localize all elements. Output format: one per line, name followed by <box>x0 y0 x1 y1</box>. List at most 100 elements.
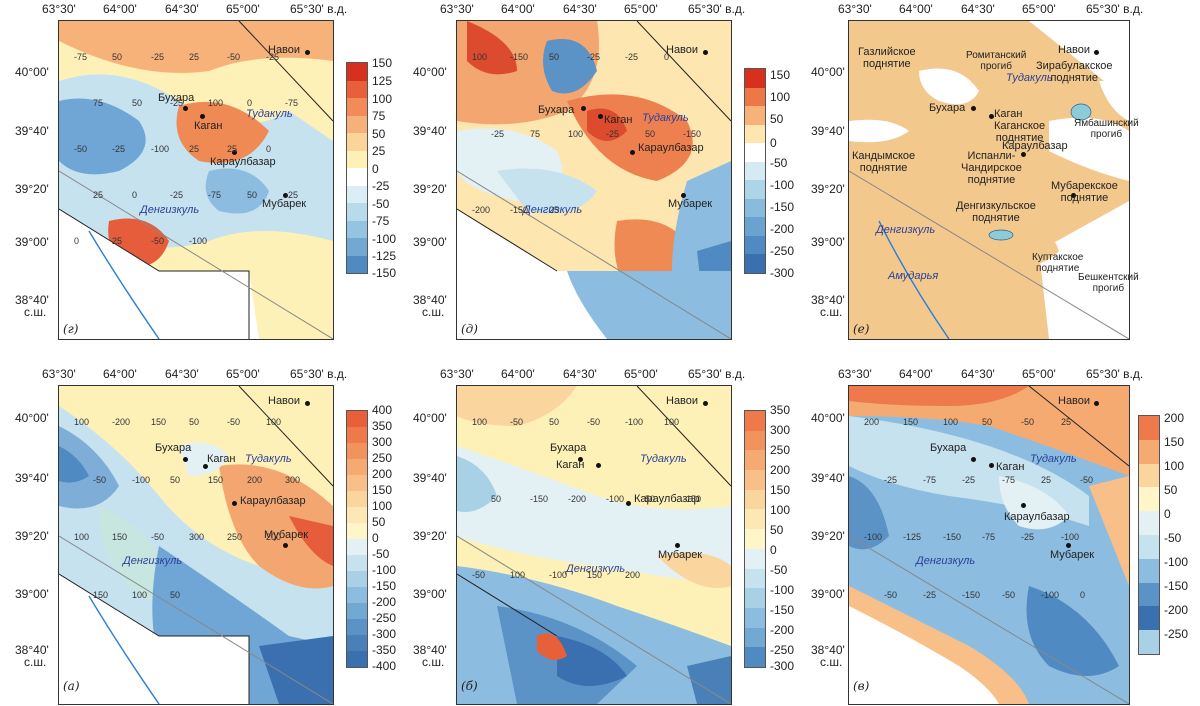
map-frame <box>848 20 1130 340</box>
city-dot <box>703 50 708 55</box>
colorbar-tick: 50 <box>770 112 784 126</box>
lat-label: 38°40' <box>413 643 447 657</box>
colorbar <box>744 410 766 668</box>
lat-suffix: с.ш. <box>422 655 445 669</box>
city-dot <box>578 457 583 462</box>
city-dot <box>283 543 288 548</box>
city-navoi-label: Навои <box>1058 395 1091 407</box>
lon-label: 64°30' <box>961 367 995 381</box>
lake-dengizkul-label: Денгизкуль <box>140 204 200 216</box>
lat-suffix: с.ш. <box>24 305 47 319</box>
colorbar-tick: 50 <box>372 127 386 141</box>
colorbar-tick: 0 <box>372 162 379 176</box>
city-dot <box>596 463 601 468</box>
lon-label: 64°30' <box>563 2 597 16</box>
panel-letter: (в) <box>853 679 870 693</box>
city-dot <box>1021 152 1026 157</box>
city-dot <box>1094 50 1099 55</box>
colorbar-tick: -50 <box>770 156 788 170</box>
city-dot <box>183 106 188 111</box>
colorbar-tick: 350 <box>372 419 393 433</box>
panel-letter: (г) <box>63 322 79 336</box>
colorbar-tick: 100 <box>770 503 791 517</box>
lon-label: 64°00' <box>501 2 535 16</box>
colorbar-tick: -100 <box>770 178 795 192</box>
colorbar-tick: -50 <box>372 547 390 561</box>
colorbar-tick: -300 <box>372 627 397 641</box>
lat-suffix: с.ш. <box>24 655 47 669</box>
lon-label: 64°30' <box>961 2 995 16</box>
colorbar <box>346 62 368 274</box>
colorbar-tick: -350 <box>372 643 397 657</box>
lake-dengizkul-label: Денгизкуль <box>876 224 936 236</box>
colorbar-tick: -200 <box>372 595 397 609</box>
city-kagan-label: Каган <box>994 108 1023 120</box>
lat-label: 39°00' <box>811 235 845 249</box>
lake-tudakul-label: Тудакуль <box>246 108 293 120</box>
city-dot <box>1021 503 1026 508</box>
colorbar-tick: 25 <box>372 144 386 158</box>
lon-label: 65°00' <box>226 367 260 381</box>
structure-zirabulak: Зирабулакское поднятие <box>1036 60 1113 84</box>
city-karaulbazar-label: Караулбазар <box>1002 140 1068 152</box>
colorbar-tick: 200 <box>1164 411 1185 425</box>
colorbar <box>744 68 766 274</box>
city-mubarek-label: Мубарек <box>668 198 713 210</box>
lat-label: 39°00' <box>413 235 447 249</box>
colorbar-tick: -250 <box>770 643 795 657</box>
city-kagan-label: Каган <box>604 114 633 126</box>
colorbar-tick: 100 <box>372 92 393 106</box>
colorbar-tick: -400 <box>372 659 397 673</box>
city-dot <box>1071 193 1076 198</box>
city-dot <box>681 193 686 198</box>
lat-label: 38°40' <box>413 293 447 307</box>
city-bukhara-label: Бухара <box>155 442 192 454</box>
lat-label: 40°00' <box>413 411 447 425</box>
city-kagan-label: Каган <box>996 461 1025 473</box>
lat-label: 39°00' <box>413 587 447 601</box>
colorbar-tick: 150 <box>372 56 393 70</box>
city-bukhara-label: Бухара <box>929 102 966 114</box>
colorbar-tick: 150 <box>770 483 791 497</box>
city-dot <box>989 463 994 468</box>
structure-kuptak: Куптакское поднятие <box>1032 252 1084 274</box>
lat-label: 39°00' <box>15 587 49 601</box>
colorbar-tick: 0 <box>1164 507 1171 521</box>
city-kagan-label: Каган <box>556 459 585 471</box>
colorbar-tick: -200 <box>770 222 795 236</box>
colorbar-tick: 150 <box>770 68 791 82</box>
lat-label: 39°40' <box>413 124 447 138</box>
colorbar-tick: -25 <box>372 179 390 193</box>
colorbar <box>346 410 368 668</box>
colorbar-tick: -100 <box>372 563 397 577</box>
lon-label: 63°30' <box>42 367 76 381</box>
lon-label: 65°00' <box>1022 2 1056 16</box>
colorbar <box>1138 415 1160 655</box>
colorbar-tick: 200 <box>372 467 393 481</box>
lon-label: 64°00' <box>103 367 137 381</box>
contour-map <box>59 386 333 704</box>
city-dot <box>598 114 603 119</box>
city-dot <box>232 150 237 155</box>
colorbar-tick: 150 <box>372 483 393 497</box>
lon-label: 65°00' <box>624 2 658 16</box>
lake-tudakul-label: Тудакуль <box>642 112 689 124</box>
colorbar-tick: 150 <box>1164 435 1185 449</box>
tectonic-map <box>849 21 1129 339</box>
lon-label: 65°30' в.д. <box>688 367 746 381</box>
lake-dengizkul-label: Денгизкуль <box>523 204 583 216</box>
colorbar-tick: 75 <box>372 109 386 123</box>
city-karaulbazar-label: Караулбазар <box>1004 511 1070 523</box>
map-frame <box>58 385 334 705</box>
colorbar-tick: -250 <box>1164 627 1189 641</box>
city-navoi-label: Навои <box>1058 44 1091 56</box>
city-karaulbazar-label: Караулбазар <box>634 493 700 505</box>
lat-label: 39°00' <box>15 235 49 249</box>
city-dot <box>305 50 310 55</box>
lat-label: 38°40' <box>811 643 845 657</box>
lat-suffix: с.ш. <box>820 305 843 319</box>
city-mubarek-label: Мубарек <box>1050 549 1095 561</box>
structure-mubarek: Мубарекское поднятие <box>1051 180 1118 204</box>
panel-v: 63°30' 64°00' 64°30' 65°00' 65°30' в.д. … <box>796 353 1200 706</box>
colorbar-tick: -100 <box>372 232 397 246</box>
